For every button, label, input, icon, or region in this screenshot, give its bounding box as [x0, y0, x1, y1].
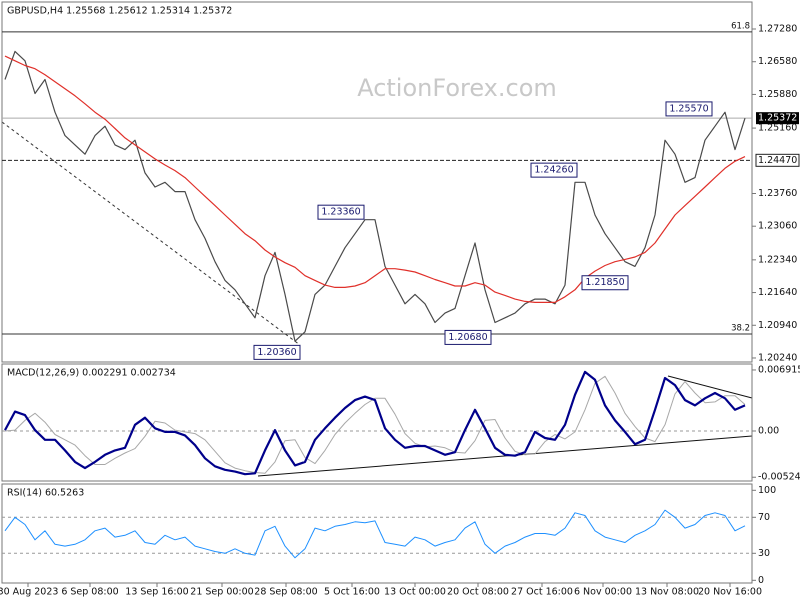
y-tick-label: 1.20240 [758, 352, 797, 363]
y-tick-label: 1.26580 [758, 56, 797, 67]
y-tick-label: 1.22340 [758, 254, 797, 265]
y-tick-label: 1.25880 [758, 89, 797, 100]
x-tick-label: 21 Sep 00:00 [190, 587, 253, 598]
panel-title: RSI(14) 60.5263 [7, 488, 84, 499]
y-tick-label: 1.20940 [758, 320, 797, 331]
last-price-box [756, 112, 799, 125]
y-tick-label: -0.005241 [758, 472, 800, 483]
panel-title: GBPUSD,H4 1.25568 1.25612 1.25314 1.2537… [7, 6, 232, 17]
fib-label: 38.2 [731, 324, 750, 334]
y-tick-label: 1.25160 [758, 123, 797, 134]
series-line [4, 509, 746, 559]
series-line [4, 50, 746, 342]
fib-label: 61.8 [731, 21, 750, 31]
panel-border [1, 483, 753, 584]
level-box-label: 1.24470 [758, 155, 797, 166]
price-label-box [317, 204, 365, 220]
price-label-box [581, 275, 629, 291]
trendline [1, 121, 301, 346]
macd-trendline [257, 435, 753, 477]
x-tick-label: 13 Oct 00:00 [384, 587, 446, 598]
watermark: ActionForex.com [357, 74, 557, 102]
series-line [4, 370, 746, 476]
price-label-box [253, 344, 301, 360]
y-tick-label: 1.23060 [758, 221, 797, 232]
x-tick-label: 28 Sep 08:00 [254, 587, 317, 598]
price-label-box [530, 162, 578, 178]
x-tick-label: 27 Oct 16:00 [511, 587, 573, 598]
panel-border [1, 1, 753, 363]
y-tick-label: 100 [758, 485, 776, 496]
price-label: 1.20680 [448, 332, 487, 343]
series-line [4, 55, 746, 303]
x-tick-label: 30 Aug 2023 [0, 587, 58, 598]
x-tick-label: 13 Nov 08:00 [635, 587, 699, 598]
price-label: 1.25570 [669, 103, 708, 114]
price-label: 1.20360 [257, 347, 296, 358]
x-tick-label: 6 Sep 08:00 [61, 587, 118, 598]
last-price-label: 1.25372 [758, 113, 797, 124]
x-tick-label: 20 Oct 08:00 [447, 587, 509, 598]
macd-trendline [667, 375, 753, 399]
x-tick-label: 20 Nov 16:00 [698, 587, 762, 598]
price-label: 1.24260 [534, 165, 573, 176]
y-tick-label: 0.006915 [758, 364, 800, 375]
y-tick-label: 70 [758, 512, 770, 523]
y-tick-label: 1.21640 [758, 287, 797, 298]
panel-title: MACD(12,26,9) 0.002291 0.002734 [7, 368, 176, 379]
panel-border [1, 363, 753, 482]
price-label: 1.21850 [585, 277, 624, 288]
series-line [4, 375, 746, 474]
x-tick-label: 13 Sep 16:00 [125, 587, 188, 598]
y-tick-label: 0 [758, 575, 764, 586]
x-tick-label: 6 Nov 00:00 [574, 587, 632, 598]
y-tick-label: 1.23760 [758, 188, 797, 199]
price-label-box [665, 101, 713, 117]
y-tick-label: 30 [758, 548, 770, 559]
price-label-box [444, 329, 492, 345]
y-tick-label: 0.00 [758, 425, 779, 436]
level-box [755, 153, 800, 167]
price-label: 1.23360 [321, 207, 360, 218]
x-tick-label: 5 Oct 16:00 [324, 587, 380, 598]
y-tick-label: 1.27280 [758, 24, 797, 35]
